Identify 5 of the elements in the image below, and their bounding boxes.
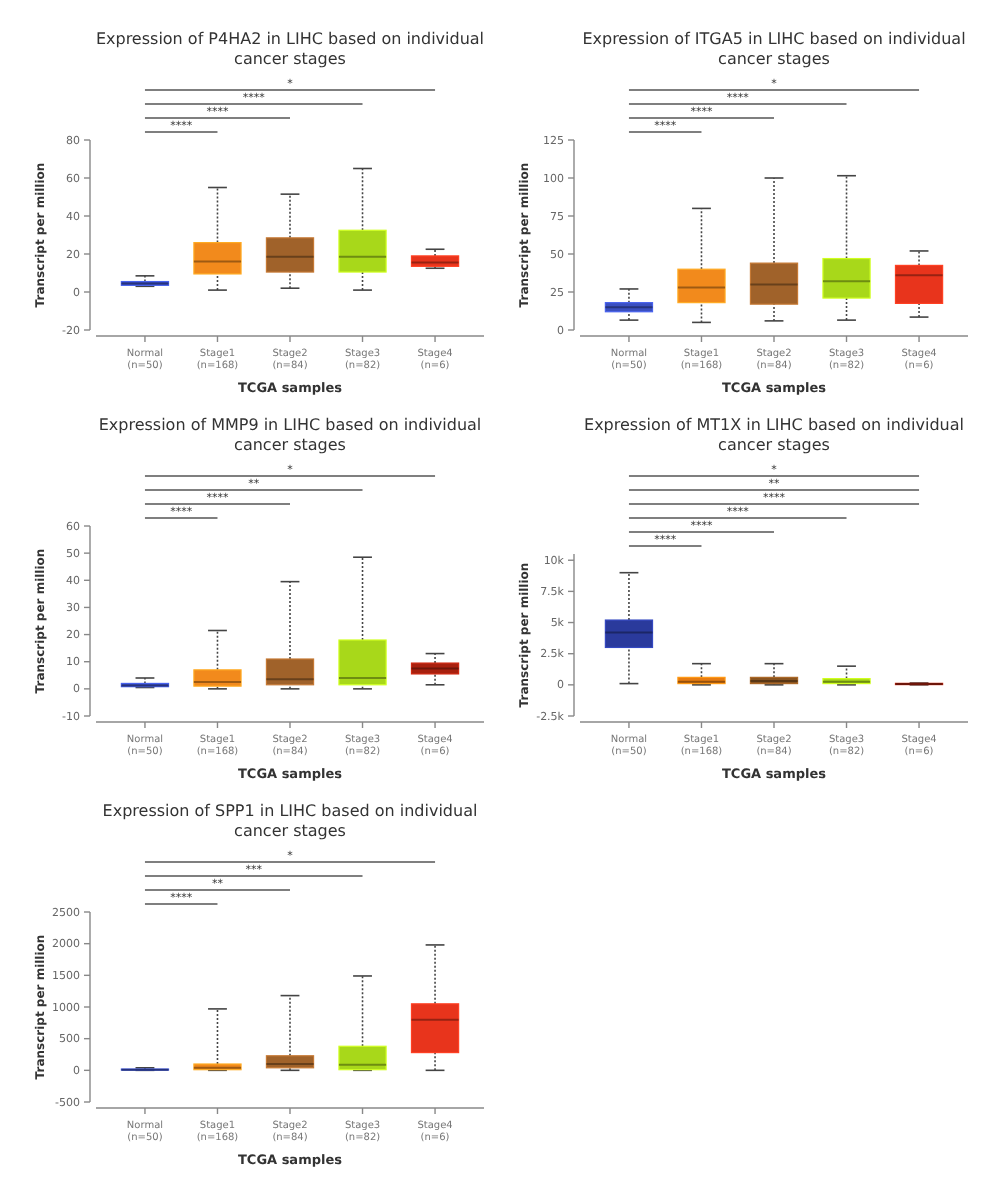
chart-title: Expression of MT1X in LIHC based on individual cancer stages [584, 416, 964, 454]
chart-title: Expression of P4HA2 in LIHC based on individual cancer stages [95, 30, 485, 68]
chart-title: Expression of ITGA5 in LIHC based on individual cancer stages [582, 30, 966, 68]
chart-title: Expression of SPP1 in LIHC based on individual cancer stages [102, 802, 478, 840]
chart-title: Expression of MMP9 in LIHC based on individual cancer stages [98, 416, 482, 454]
